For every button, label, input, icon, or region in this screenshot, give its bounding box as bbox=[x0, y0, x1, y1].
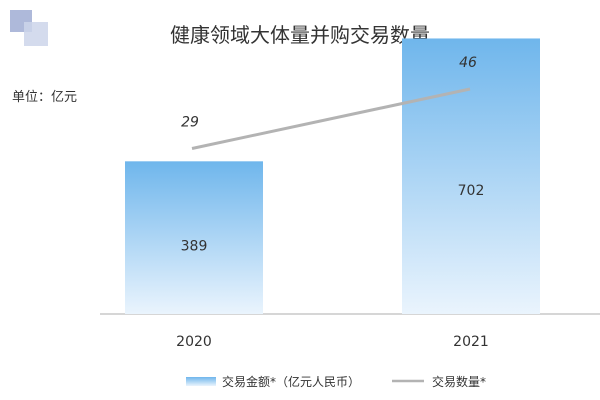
chart-title: 健康领域大体量并购交易数量 bbox=[170, 23, 430, 47]
decor-square-light bbox=[24, 22, 48, 46]
legend-bar-swatch bbox=[186, 377, 216, 386]
bar-2021 bbox=[402, 38, 540, 315]
unit-label: 单位：亿元 bbox=[12, 90, 77, 105]
line-value-label-2021: 46 bbox=[459, 55, 477, 71]
line-value-label-2020: 29 bbox=[181, 115, 199, 131]
x-tick-2021: 2021 bbox=[453, 334, 489, 350]
bar-value-label-2020: 389 bbox=[181, 238, 208, 254]
x-tick-labels: 2020 2021 bbox=[176, 334, 489, 350]
legend-bar-label: 交易金额*（亿元人民币） bbox=[222, 374, 360, 389]
line-series: 29 46 bbox=[181, 55, 477, 150]
legend: 交易金额*（亿元人民币） 交易数量* bbox=[186, 374, 486, 389]
legend-line-label: 交易数量* bbox=[432, 374, 486, 389]
bar-series: 389 702 bbox=[125, 38, 540, 315]
bar-value-label-2021: 702 bbox=[458, 183, 485, 199]
x-tick-2020: 2020 bbox=[176, 334, 212, 350]
bar-2020 bbox=[125, 161, 263, 314]
corner-decoration bbox=[10, 10, 48, 46]
line-path bbox=[191, 87, 471, 150]
